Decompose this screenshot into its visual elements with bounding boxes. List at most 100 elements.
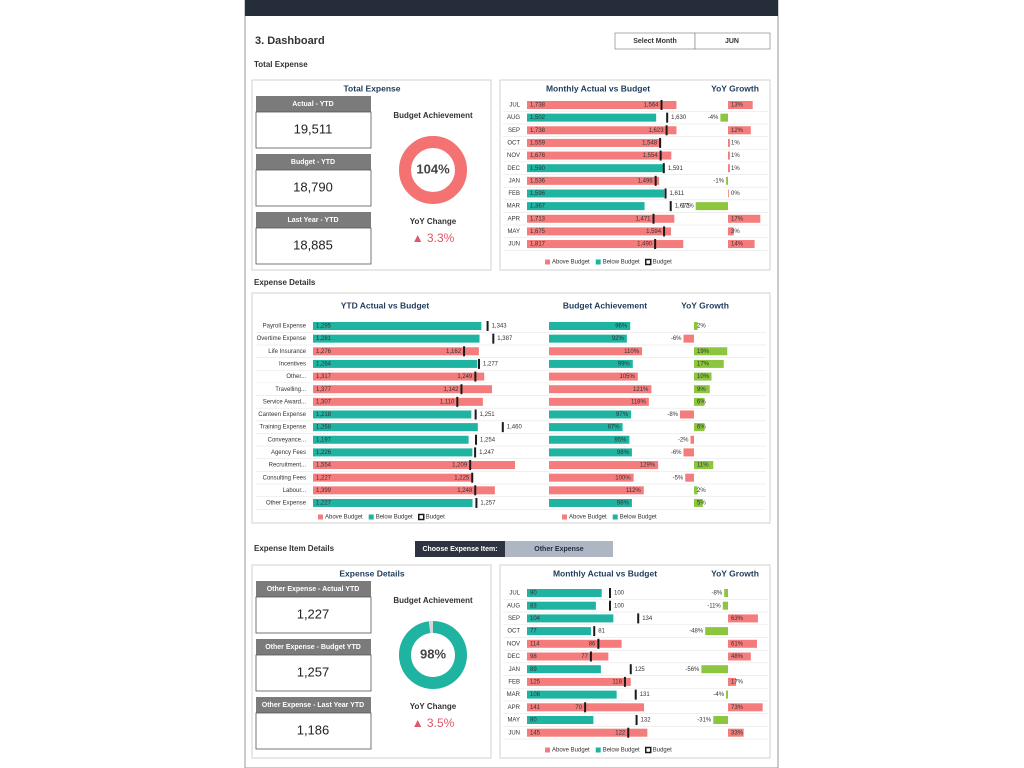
actual-label: 1,738 <box>530 128 546 134</box>
legend-swatch <box>562 514 567 520</box>
achievement-title: Budget Achievement <box>393 111 473 120</box>
category-label: Consulting Fees <box>263 475 306 481</box>
yoy-label: -6% <box>671 336 682 342</box>
category-label: NOV <box>507 153 520 159</box>
yoy-bar <box>685 473 694 482</box>
budget-marker <box>474 485 477 496</box>
achievement-bar <box>549 486 644 495</box>
budget-marker <box>597 638 600 649</box>
budget-label: 1,257 <box>480 501 496 507</box>
category-label: Agency Fees <box>271 450 306 456</box>
achievement-label: 98% <box>617 501 630 507</box>
achievement-bar <box>549 334 627 343</box>
budget-label: 1,611 <box>670 191 685 197</box>
actual-bar <box>527 227 672 236</box>
kpi-value: 18,790 <box>293 179 333 194</box>
actual-bar <box>313 448 473 457</box>
kpi-body <box>255 111 372 149</box>
budget-label: 1,277 <box>483 361 499 367</box>
yoy-bar <box>728 639 757 648</box>
category-label: APR <box>508 705 521 711</box>
category-label: Incentives <box>279 361 306 367</box>
budget-marker <box>469 460 472 471</box>
select-value[interactable]: JUN <box>725 38 739 45</box>
actual-bar <box>527 240 684 249</box>
chart-title: YoY Growth <box>711 568 759 578</box>
actual-bar <box>527 202 645 211</box>
actual-label: 1,218 <box>316 412 332 418</box>
budget-label: 1,591 <box>668 166 684 172</box>
budget-label: 1,249 <box>457 374 473 380</box>
budget-label: 1,248 <box>457 488 473 494</box>
yoy-label: -1% <box>713 178 724 184</box>
top-bar <box>245 0 778 16</box>
yoy-label: 3% <box>731 229 740 235</box>
achievement-label: 100% <box>615 475 631 481</box>
budget-label: 1,671 <box>675 204 691 210</box>
yoy-label: 1% <box>731 140 740 146</box>
achievement-bar <box>549 435 630 444</box>
budget-label: 131 <box>640 692 651 698</box>
yoy-label: 14% <box>731 242 744 248</box>
kpi-header <box>256 96 371 112</box>
select-value-box[interactable] <box>694 32 771 50</box>
category-label: JUN <box>508 730 520 736</box>
chart-title: YTD Actual vs Budget <box>341 300 430 310</box>
donut <box>399 621 467 689</box>
yoy-label: 6% <box>697 425 706 431</box>
yoy-bar <box>728 164 730 173</box>
achievement-label: 96% <box>615 324 628 330</box>
legend-swatch <box>644 746 652 754</box>
yoy-bar <box>728 189 729 198</box>
actual-label: 1,227 <box>316 501 332 507</box>
actual-bar <box>313 461 516 470</box>
actual-label: 1,559 <box>530 140 546 146</box>
budget-label: 1,225 <box>454 475 470 481</box>
section-label: Expense Item Details <box>254 544 335 553</box>
yoy-label: 19% <box>697 349 710 355</box>
yoy-label: -17% <box>680 204 695 210</box>
kpi-label: Other Expense - Last Year YTD <box>262 702 364 709</box>
budget-label: 81 <box>598 629 605 635</box>
budget-label: 1,496 <box>638 178 654 184</box>
budget-label: 1,142 <box>443 387 459 393</box>
yoy-label: -8% <box>667 412 678 418</box>
kpi-value: 1,186 <box>297 722 330 737</box>
category-label: Canteen Expense <box>258 412 306 418</box>
kpi-body <box>255 712 372 750</box>
budget-label: 77 <box>581 654 588 660</box>
budget-label: 100 <box>614 603 625 609</box>
budget-marker <box>474 409 477 420</box>
panel <box>499 79 771 271</box>
category-label: Overtime Expense <box>257 336 307 342</box>
budget-label: 1,490 <box>637 242 653 248</box>
yoy-label: 2% <box>697 488 706 494</box>
yoy-label: 11% <box>697 463 709 469</box>
category-label: FEB <box>508 679 520 685</box>
actual-label: 1,268 <box>316 425 332 431</box>
item-selector-value-box[interactable] <box>505 541 613 557</box>
panel-title: Expense Details <box>339 568 404 578</box>
category-label: Conveyance... <box>268 437 307 443</box>
category-label: DEC <box>507 166 520 172</box>
yoy-bar <box>694 498 703 507</box>
category-label: MAY <box>507 229 520 235</box>
chart-title: Monthly Actual vs Budget <box>553 568 657 578</box>
yoy-label: -8% <box>712 591 723 597</box>
actual-bar <box>527 589 602 597</box>
budget-marker <box>456 396 459 407</box>
actual-label: 1,281 <box>316 336 332 342</box>
budget-label: 1,594 <box>646 229 662 235</box>
category-label: Other... <box>286 374 306 380</box>
actual-bar <box>313 435 469 444</box>
achievement-bar <box>549 385 652 394</box>
actual-label: 114 <box>530 641 540 647</box>
item-selector-value[interactable]: Other Expense <box>534 546 584 553</box>
actual-label: 141 <box>530 705 541 711</box>
budget-label: 1,162 <box>446 349 462 355</box>
budget-marker <box>593 626 596 637</box>
achievement-bar <box>549 448 632 457</box>
yoy-label: 5% <box>697 501 706 507</box>
actual-label: 1,377 <box>316 387 332 393</box>
actual-bar <box>527 728 648 737</box>
